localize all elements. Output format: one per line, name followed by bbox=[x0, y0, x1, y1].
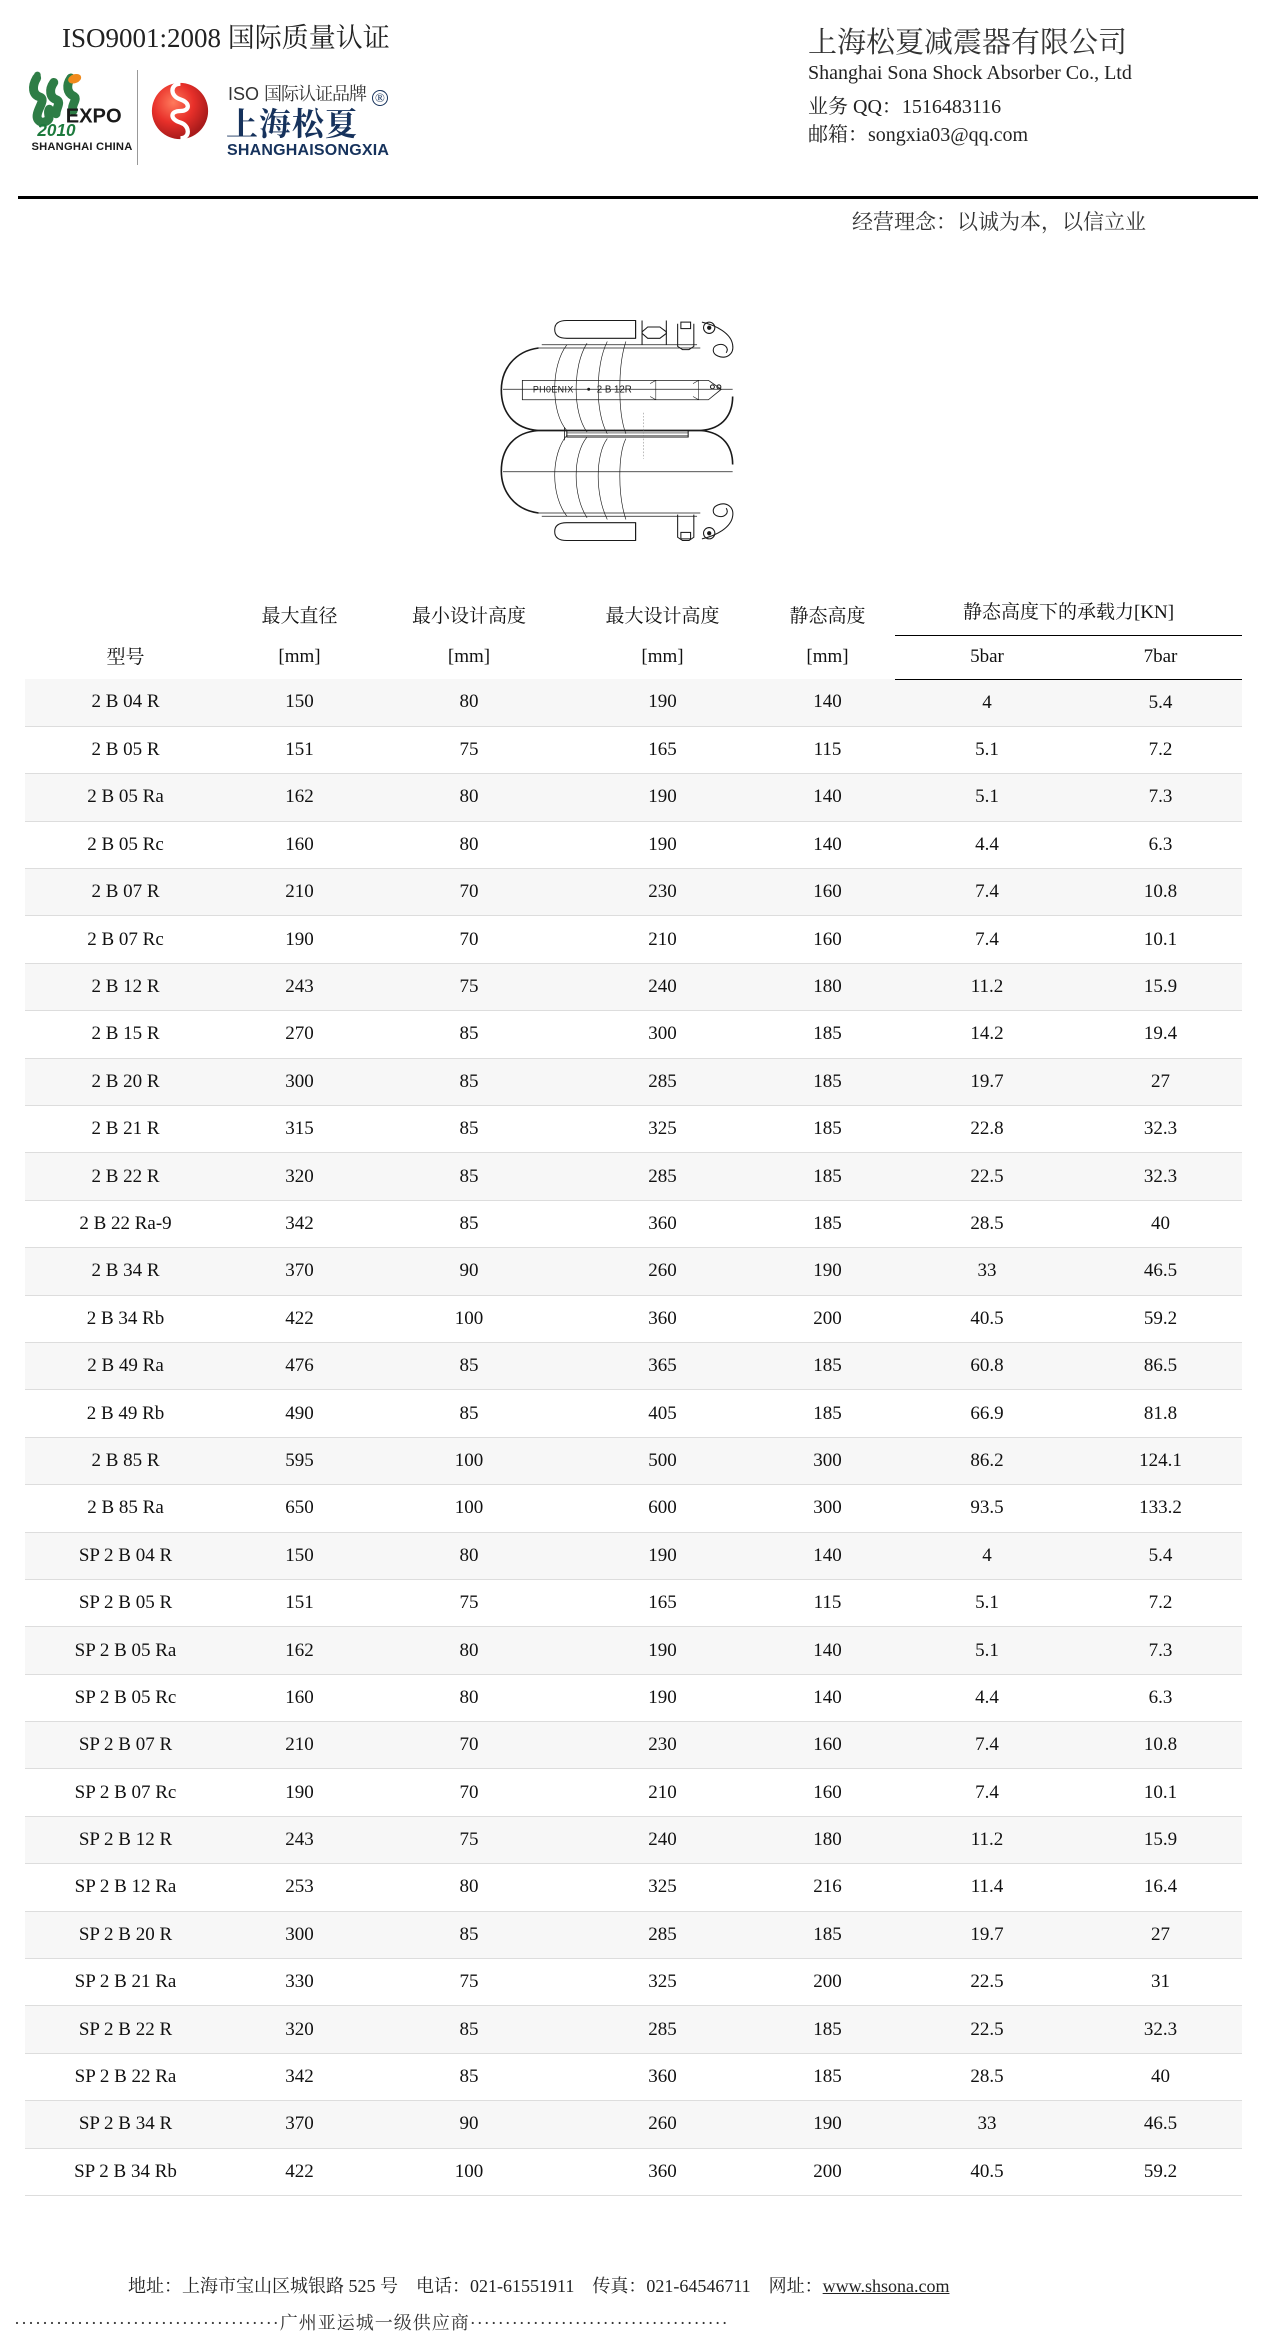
svg-text:SHANGHAI CHINA: SHANGHAI CHINA bbox=[31, 141, 132, 153]
svg-text:2 B 12R: 2 B 12R bbox=[597, 384, 632, 395]
svg-text:2010: 2010 bbox=[36, 120, 76, 140]
svg-text:PH0ENIX: PH0ENIX bbox=[533, 384, 574, 394]
